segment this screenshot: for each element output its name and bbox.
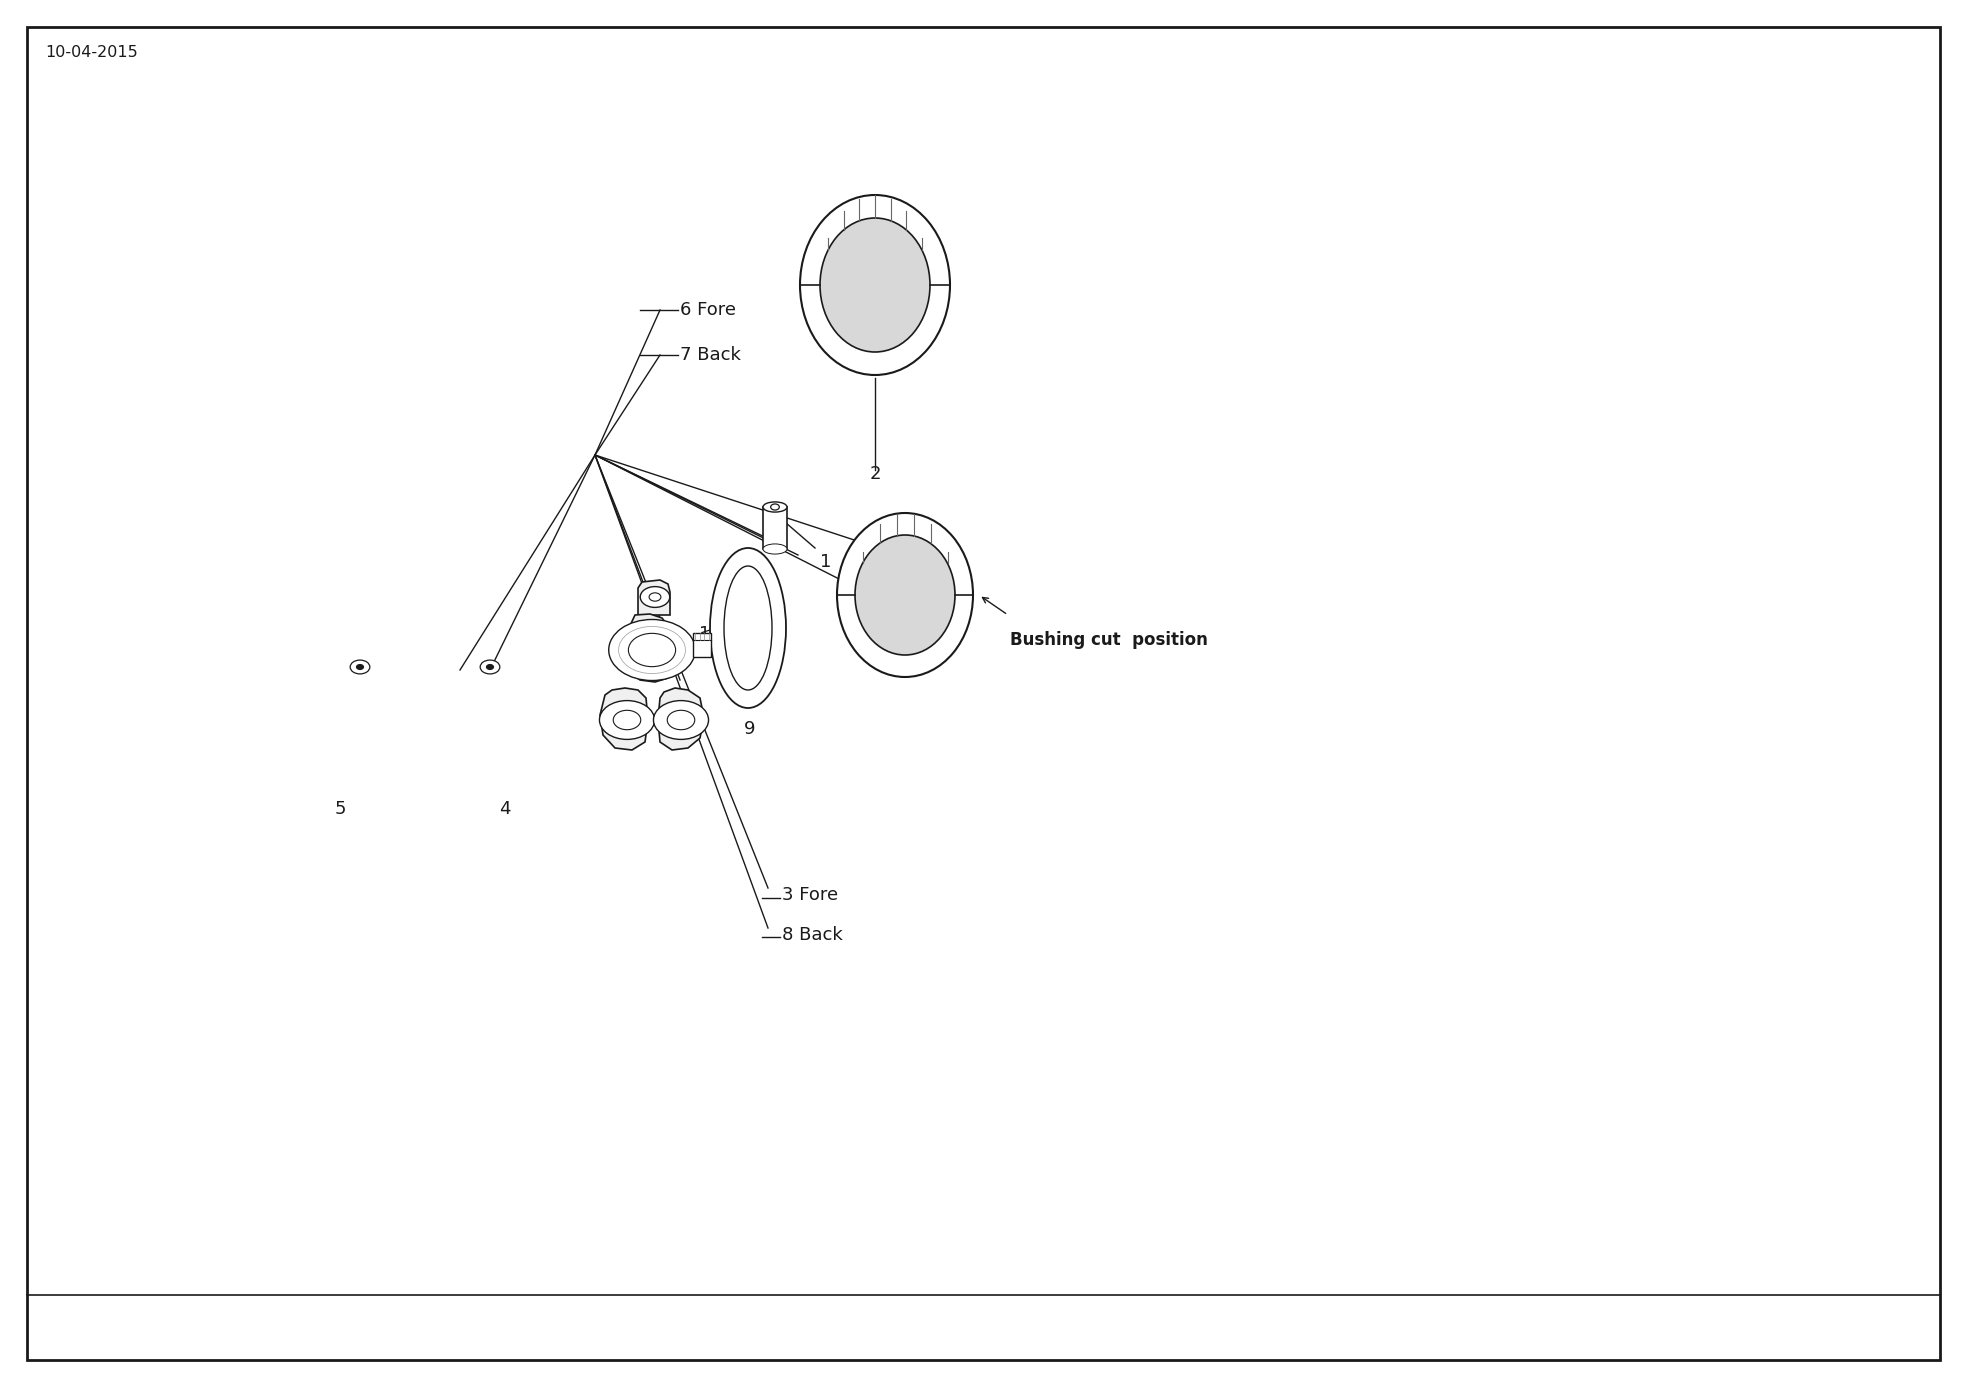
Circle shape — [608, 620, 694, 681]
Ellipse shape — [801, 196, 950, 374]
Ellipse shape — [856, 535, 956, 655]
FancyBboxPatch shape — [692, 632, 710, 657]
Circle shape — [639, 587, 669, 608]
FancyBboxPatch shape — [763, 508, 787, 549]
Ellipse shape — [820, 218, 930, 352]
Text: 5: 5 — [334, 800, 346, 818]
Circle shape — [480, 660, 500, 674]
Text: 11: 11 — [698, 626, 722, 644]
Polygon shape — [659, 688, 704, 750]
Polygon shape — [626, 614, 679, 682]
Text: 10-04-2015: 10-04-2015 — [45, 44, 138, 60]
Circle shape — [356, 664, 364, 670]
Ellipse shape — [710, 548, 787, 707]
Text: 4: 4 — [500, 800, 511, 818]
Text: 2: 2 — [869, 465, 881, 483]
Text: 6 Fore: 6 Fore — [681, 301, 736, 319]
Polygon shape — [637, 580, 671, 614]
Text: 7 Back: 7 Back — [681, 345, 742, 363]
Circle shape — [486, 664, 494, 670]
Text: 8 Back: 8 Back — [783, 927, 842, 945]
Text: 10: 10 — [889, 655, 911, 673]
Ellipse shape — [763, 502, 787, 512]
Text: 9: 9 — [744, 720, 755, 738]
Circle shape — [350, 660, 370, 674]
Circle shape — [653, 700, 708, 739]
Ellipse shape — [763, 544, 787, 553]
Ellipse shape — [838, 513, 974, 677]
Text: 3 Fore: 3 Fore — [783, 886, 838, 904]
Text: Bushing cut  position: Bushing cut position — [1009, 631, 1208, 649]
Polygon shape — [600, 688, 647, 750]
Circle shape — [600, 700, 655, 739]
Text: 1: 1 — [820, 553, 832, 571]
